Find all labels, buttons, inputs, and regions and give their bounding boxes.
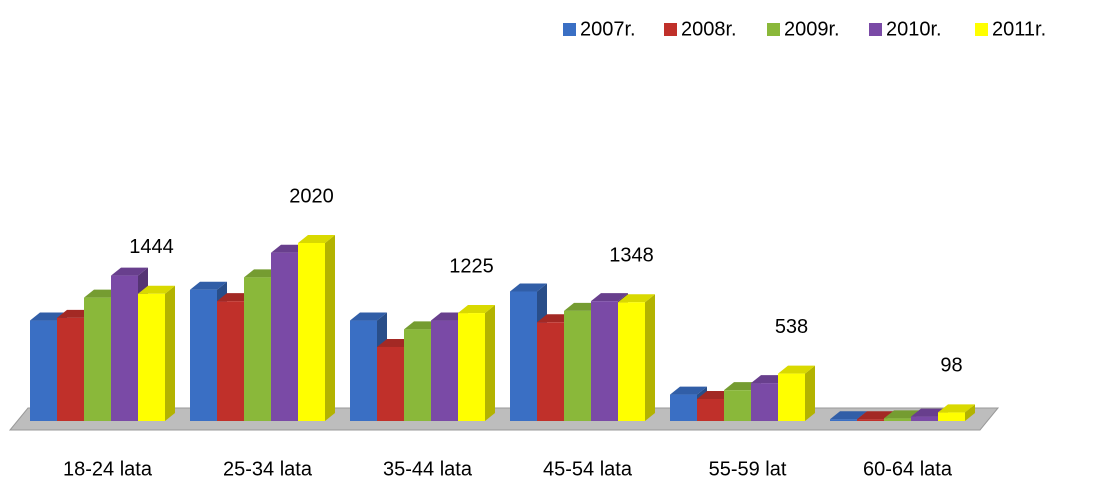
bar-top [938, 404, 975, 413]
x-tick-label: 25-34 lata [223, 458, 313, 480]
x-tick-label: 55-59 lat [709, 458, 787, 480]
legend-label: 2011r. [992, 18, 1046, 40]
bar [618, 302, 645, 421]
x-tick-label: 60-64 lata [863, 458, 953, 480]
x-tick-label: 45-54 lata [543, 458, 633, 480]
bar-top [111, 267, 148, 276]
value-label: 98 [940, 355, 962, 377]
bar [857, 419, 884, 421]
bar [84, 297, 111, 421]
legend-swatch [563, 23, 576, 36]
bar [217, 301, 244, 421]
bar [350, 320, 377, 421]
legend-swatch [767, 23, 780, 36]
bar [938, 412, 965, 421]
bar-top [510, 283, 547, 292]
bar-top [618, 294, 655, 303]
bar-top [458, 305, 495, 314]
bar [111, 275, 138, 421]
legend-label: 2008r. [681, 18, 737, 40]
bar [751, 383, 778, 421]
bar [884, 418, 911, 421]
bar-top [190, 281, 227, 290]
bar [190, 289, 217, 421]
bar-side [165, 285, 175, 421]
bar-top [857, 411, 894, 420]
value-label: 2020 [289, 185, 334, 207]
bar [431, 320, 458, 421]
bar [670, 394, 697, 421]
bar-top [591, 293, 628, 302]
bar [564, 310, 591, 421]
bar [458, 313, 485, 421]
value-label: 1444 [129, 236, 174, 258]
bar [510, 291, 537, 421]
bar-top [350, 312, 387, 321]
value-label: 1225 [449, 255, 494, 277]
bar-side [645, 294, 655, 421]
bar-side [485, 305, 495, 421]
bar [697, 398, 724, 421]
value-label: 1348 [609, 244, 654, 266]
legend-swatch [975, 23, 988, 36]
legend-label: 2009r. [784, 18, 840, 40]
bar-top [670, 386, 707, 395]
bar [778, 373, 805, 421]
value-label: 538 [775, 316, 808, 338]
x-tick-label: 35-44 lata [383, 458, 473, 480]
bar [404, 329, 431, 421]
legend-swatch [869, 23, 882, 36]
legend-label: 2010r. [886, 18, 942, 40]
bar [537, 322, 564, 421]
bar [57, 317, 84, 421]
bar [911, 416, 938, 421]
bar-side [325, 235, 335, 421]
bar-top [298, 235, 335, 243]
bar-side [965, 404, 975, 421]
bar [724, 390, 751, 421]
bar [138, 293, 165, 421]
x-tick-label: 18-24 lata [63, 458, 153, 480]
bar [271, 252, 298, 421]
bar [30, 320, 57, 421]
legend-swatch [664, 23, 677, 36]
bar [830, 419, 857, 421]
bar [377, 346, 404, 421]
bar [591, 301, 618, 421]
legend-label: 2007r. [580, 18, 636, 40]
bar-top [138, 285, 175, 294]
bar [298, 243, 325, 421]
bar-top [830, 411, 867, 420]
bar [244, 277, 271, 421]
bar-top [778, 365, 815, 374]
bar-side [805, 365, 815, 421]
